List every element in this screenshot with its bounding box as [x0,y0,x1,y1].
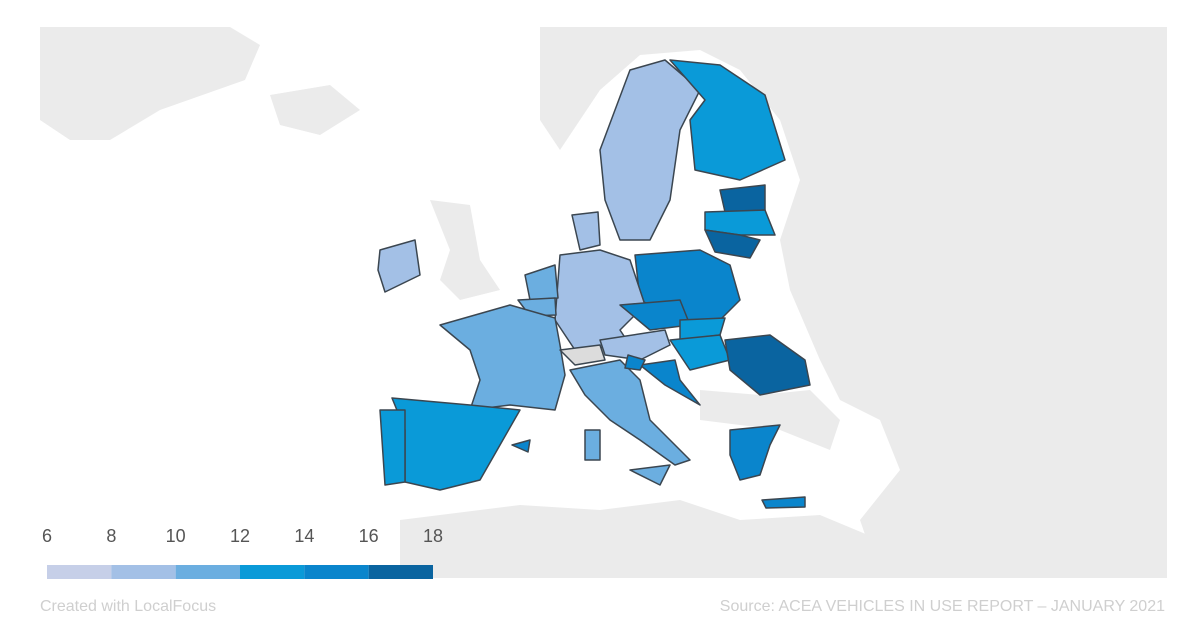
legend-tick-label: 18 [423,526,443,546]
legend-bin [240,565,305,579]
country [377,239,421,293]
country [704,209,776,236]
legend-tick-label: 6 [42,526,52,546]
country [719,184,766,213]
country [571,211,601,251]
legend-bin [111,565,176,579]
legend: 6 8 10 12 14 16 18 [42,526,443,579]
background-land [40,27,1167,578]
legend-tick-label: 16 [359,526,379,546]
legend-bin [47,565,112,579]
country [669,59,786,181]
credit: Created with LocalFocus [40,598,216,615]
country [569,359,691,466]
legend-bin [304,565,369,579]
country [379,409,406,486]
country [761,496,806,509]
legend-tick-label: 8 [106,526,116,546]
country [724,334,811,396]
legend-bin [368,565,433,579]
country [629,464,671,486]
country [524,264,559,301]
source: Source: ACEA VEHICLES IN USE REPORT – JA… [720,598,1165,615]
countries [377,59,811,509]
legend-bin [175,565,240,579]
country [729,424,781,481]
country [704,229,761,259]
country [584,429,601,461]
country [624,354,646,371]
country [599,59,701,241]
country [439,304,566,411]
legend-tick-label: 10 [166,526,186,546]
country [511,439,531,453]
country [559,344,606,366]
country [599,329,671,361]
legend-tick-label: 14 [294,526,314,546]
country [639,359,701,406]
country [554,249,646,351]
legend-tick-label: 12 [230,526,250,546]
